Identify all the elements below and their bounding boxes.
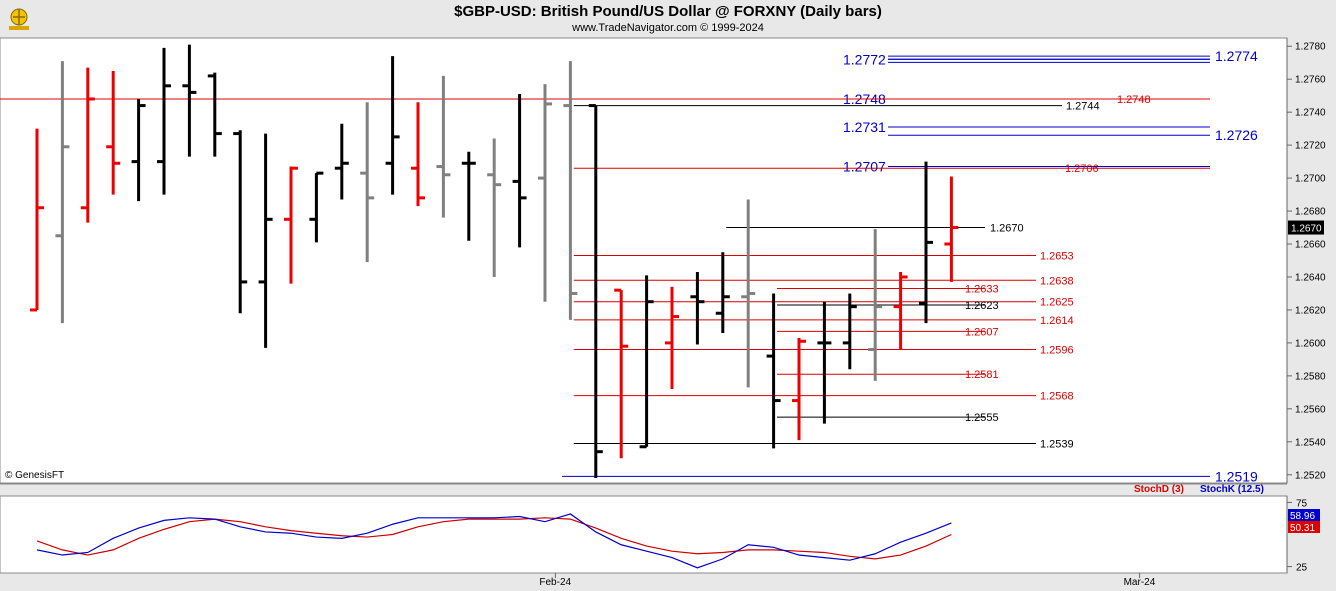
ohlc-bar	[207, 72, 222, 157]
ohlc-bar	[385, 56, 400, 195]
ohlc-bar	[893, 272, 908, 350]
level-label: 1.2772	[843, 51, 886, 67]
ohlc-bar	[411, 102, 425, 207]
price-tick-label: 1.2520	[1295, 470, 1326, 481]
level-label: 1.2596	[1040, 345, 1074, 357]
ohlc-bar	[258, 133, 273, 348]
ohlc-bar	[639, 275, 654, 449]
ohlc-bar	[690, 272, 705, 345]
price-tick-label: 1.2600	[1295, 338, 1326, 349]
ohlc-bar	[715, 252, 730, 334]
level-label: 1.2706	[1065, 163, 1099, 175]
ohlc-bar	[741, 199, 756, 388]
ohlc-bar	[588, 104, 603, 479]
ohlc-bar	[487, 138, 502, 277]
price-tick-label: 1.2660	[1295, 240, 1326, 251]
ohlc-bar	[157, 47, 171, 195]
ohlc-bar	[842, 293, 857, 370]
level-label: 1.2539	[1040, 438, 1074, 450]
price-tick-label: 1.2540	[1295, 437, 1326, 448]
last-price-badge	[1288, 220, 1324, 235]
ohlc-bar	[131, 98, 146, 202]
ohlc-bar	[792, 337, 806, 441]
stoch-last-badge	[1288, 521, 1320, 533]
price-tick-label: 1.2720	[1295, 141, 1326, 152]
stoch-last-label: 50.31	[1290, 523, 1315, 534]
ohlc-bar	[309, 171, 324, 243]
ohlc-bar	[817, 301, 832, 424]
level-label: 1.2744	[1066, 101, 1100, 113]
level-label: 1.2633	[965, 284, 999, 296]
level-label: 1.2726	[1215, 127, 1258, 143]
level-label: 1.2707	[843, 159, 886, 175]
level-label: 1.2774	[1215, 48, 1258, 64]
stoch-line-d	[36, 517, 952, 560]
price-tick-label: 1.2580	[1295, 371, 1326, 382]
ohlc-bar	[944, 176, 959, 282]
chart-header: $GBP-USD: British Pound/US Dollar @ FORX…	[0, 0, 1336, 38]
price-tick-label: 1.2740	[1295, 108, 1326, 119]
price-axis: 1.2780 1.2760 1.2740 1.2720 1.2700 1.2680 1.26…	[1287, 42, 1326, 481]
level-label: 1.2670	[990, 223, 1024, 235]
price-tick-label: 1.2620	[1295, 305, 1326, 316]
stoch-last-badge	[1288, 509, 1320, 521]
ohlc-bar	[182, 44, 197, 157]
copyright-label: © GenesisFT	[5, 470, 64, 481]
stoch-last-label: 58.96	[1290, 511, 1315, 522]
price-tick-label: 1.2700	[1295, 174, 1326, 185]
level-label: 1.2731	[843, 119, 886, 135]
ohlc-bar	[538, 84, 552, 302]
ohlc-bar	[233, 130, 248, 314]
price-tick-label: 1.2560	[1295, 404, 1326, 415]
level-label: 1.2555	[965, 412, 999, 424]
chart-title: $GBP-USD: British Pound/US Dollar @ FORX…	[454, 3, 882, 20]
price-tick-label: 1.2680	[1295, 207, 1326, 218]
price-tick-label: 1.2780	[1295, 42, 1326, 53]
ohlc-bar	[461, 151, 476, 241]
ohlc-bar	[284, 166, 298, 284]
stoch-tick-label: 75	[1296, 498, 1308, 509]
level-label: 1.2638	[1040, 275, 1074, 287]
stoch-legend-item: StochK (12.5)	[1200, 484, 1264, 495]
level-label: 1.2581	[965, 369, 999, 381]
chart-subtitle: www.TradeNavigator.com © 1999-2024	[572, 22, 764, 34]
level-label: 1.2653	[1040, 251, 1074, 263]
stoch-line-k	[36, 513, 952, 569]
level-label: 1.2625	[1040, 297, 1074, 309]
date-tick-label: Mar-24	[1124, 577, 1156, 588]
price-tick-label: 1.2640	[1295, 272, 1326, 283]
level-label: 1.2519	[1215, 468, 1258, 484]
trade-navigator-logo-icon	[9, 8, 29, 30]
ohlc-bar	[512, 94, 527, 248]
stoch-panel[interactable]	[0, 495, 1288, 574]
date-tick-label: Feb-24	[539, 577, 571, 588]
level-label: 1.2748	[1117, 94, 1151, 106]
level-label: 1.2623	[965, 300, 999, 312]
level-label: 1.2614	[1040, 315, 1074, 327]
ohlc-bar	[665, 286, 679, 390]
ohlc-bar	[868, 229, 883, 381]
price-tick-label: 1.2760	[1295, 75, 1326, 86]
stoch-legend-item: StochD (3)	[1134, 484, 1184, 495]
level-label: 1.2607	[965, 326, 999, 338]
ohlc-bar	[436, 75, 451, 218]
ohlc-bar	[360, 102, 375, 263]
ohlc-bar	[30, 128, 44, 312]
ohlc-bar	[563, 61, 578, 320]
ohlc-bar	[334, 123, 349, 200]
ohlc-bar	[766, 293, 781, 449]
date-axis: Feb-24 Mar-24	[539, 573, 1156, 588]
level-label: 1.2568	[1040, 391, 1074, 403]
stoch-tick-label: 25	[1296, 563, 1308, 574]
ohlc-bar	[80, 67, 95, 223]
ohlc-bar	[106, 70, 121, 195]
last-price-label: 1.2670	[1291, 224, 1322, 235]
ohlc-bar	[614, 288, 629, 459]
ohlc-bar	[55, 61, 70, 324]
ohlc-bars	[30, 44, 959, 479]
ohlc-bar	[919, 161, 933, 324]
